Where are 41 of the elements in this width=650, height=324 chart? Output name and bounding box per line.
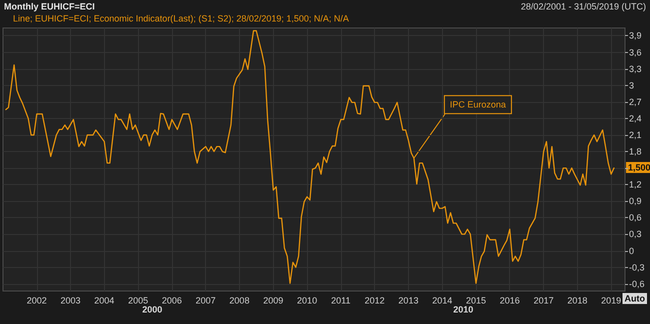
y-tick-label: -0,3 [629,262,645,272]
x-tick-label: 2004 [94,296,114,306]
y-tick-label: 1,8 [629,146,642,157]
x-tick-label: 2013 [398,296,418,306]
x-tick-label: 2010 [297,296,318,306]
x-tick-label: 2003 [60,296,81,306]
text: 2010 [453,304,474,314]
y-tick-label: 2,1 [629,130,642,140]
y-tick-label: 3,9 [629,30,642,41]
chart-title: Monthly EUHICF=ECI [4,2,95,12]
text: 2000 [142,304,162,314]
annotation: 1,500 [628,162,650,173]
text: Auto [624,294,646,304]
x-tick-label: 2006 [162,296,182,306]
x-tick-label: 2011 [331,296,351,306]
text: Line; EUHICF=ECI; Economic Indicator(Last); (S1; S2); 28/02/2019; 1,500; N/A; N/A [13,14,349,24]
x-tick-label: 2007 [196,296,216,306]
x-tick-label: 2008 [229,296,250,306]
x-tick-label: 2012 [364,296,385,306]
x-tick-label: 2016 [500,296,520,306]
x-tick-label: 2017 [534,296,554,306]
x-tick-label: 2009 [263,296,284,306]
chart-subtitle: 28/02/2001 - 31/05/2019 (UTC) [520,2,646,12]
y-tick-label: 3,3 [629,64,642,74]
y-tick-label: 3,6 [629,47,642,58]
y-tick-label: 3 [629,80,634,90]
y-tick-label: 0,6 [629,212,642,223]
annotation: IPC Eurozona [450,100,506,110]
x-tick-label: 2002 [26,296,47,306]
x-tick-label: 2019 [601,296,622,306]
y-tick-label: 2,7 [629,96,642,107]
y-tick-label: 0 [629,246,634,256]
y-tick-label: 0,3 [629,229,642,240]
y-tick-label: 0,9 [629,196,642,206]
x-tick-label: 2014 [432,296,452,306]
y-tick-label: -0,6 [629,278,645,289]
x-tick-label: 2018 [567,296,588,306]
x-tick-label: 2015 [466,296,486,306]
x-tick-label: 2005 [128,296,148,306]
y-tick-label: 2,4 [629,113,642,124]
y-tick-label: 1,2 [629,180,642,190]
